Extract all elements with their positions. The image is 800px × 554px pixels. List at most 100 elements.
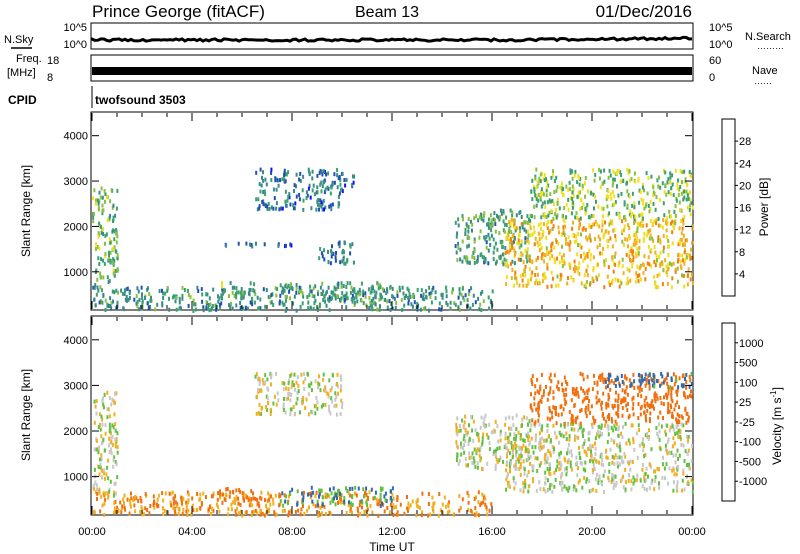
velocity-echo-cell bbox=[250, 513, 253, 518]
power-echo-cell bbox=[667, 239, 670, 244]
power-echo-cell bbox=[567, 187, 570, 192]
velocity-echo-cell bbox=[324, 492, 327, 497]
velocity-echo-cell bbox=[675, 375, 677, 380]
power-echo-cell bbox=[533, 230, 536, 235]
velocity-echo-cell bbox=[354, 485, 357, 490]
noise-trace bbox=[90, 35, 693, 43]
power-echo-cell bbox=[526, 247, 529, 252]
velocity-echo-cell bbox=[265, 504, 268, 508]
power-echo-cell bbox=[307, 167, 310, 172]
power-echo-cell bbox=[577, 269, 579, 274]
time-axis-label: Time UT bbox=[369, 540, 415, 554]
velocity-echo-cell bbox=[667, 384, 670, 389]
velocity-echo-cell bbox=[459, 428, 462, 433]
power-echo-cell bbox=[560, 189, 563, 194]
power-echo-cell bbox=[273, 196, 276, 201]
velocity-echo-cell bbox=[95, 438, 98, 443]
velocity-echo-cell bbox=[232, 489, 234, 494]
power-echo-cell bbox=[557, 225, 560, 230]
power-echo-cell bbox=[507, 233, 510, 238]
power-echo-cell bbox=[286, 198, 289, 203]
velocity-echo-cell bbox=[690, 389, 692, 394]
velocity-echo-cell bbox=[322, 372, 325, 377]
velocity-echo-cell bbox=[464, 431, 467, 435]
power-echo-cell bbox=[667, 262, 670, 267]
power-echo-cell bbox=[522, 283, 525, 288]
power-echo-cell bbox=[598, 224, 601, 229]
power-echo-cell bbox=[289, 242, 292, 247]
velocity-echo-cell bbox=[268, 493, 271, 498]
velocity-echo-cell bbox=[658, 481, 661, 486]
velocity-echo-cell bbox=[632, 475, 635, 480]
velocity-echo-cell bbox=[676, 467, 679, 472]
velocity-echo-cell bbox=[270, 382, 272, 387]
power-echo-cell bbox=[100, 275, 103, 280]
velocity-echo-cell bbox=[476, 447, 479, 452]
power-echo-cell bbox=[525, 254, 528, 259]
velocity-echo-cell bbox=[496, 460, 499, 464]
power-echo-cell bbox=[647, 176, 650, 180]
velocity-echo-cell bbox=[337, 391, 340, 396]
velocity-echo-cell bbox=[563, 393, 566, 397]
power-echo-cell bbox=[521, 225, 524, 230]
power-echo-cell bbox=[614, 251, 617, 256]
power-echo-cell bbox=[336, 294, 339, 299]
power-echo-cell bbox=[537, 198, 540, 203]
power-echo-cell bbox=[310, 206, 313, 211]
velocity-echo-cell bbox=[492, 430, 494, 434]
velocity-echo-cell bbox=[633, 386, 636, 390]
velocity-echo-cell bbox=[199, 497, 202, 502]
velocity-echo-cell bbox=[651, 383, 654, 388]
power-echo-cell bbox=[643, 206, 646, 211]
power-echo-cell bbox=[681, 273, 683, 278]
velocity-echo-cell bbox=[588, 489, 591, 494]
power-echo-cell bbox=[490, 233, 493, 238]
power-echo-cell bbox=[300, 289, 303, 294]
velocity-echo-cell bbox=[516, 457, 519, 462]
velocity-echo-cell bbox=[235, 495, 238, 499]
velocity-echo-cell bbox=[301, 500, 304, 505]
power-echo-cell bbox=[665, 192, 668, 197]
cpid-label: CPID bbox=[8, 93, 37, 107]
velocity-echo-cell bbox=[546, 416, 549, 421]
velocity-echo-cell bbox=[102, 405, 105, 410]
velocity-echo-cell bbox=[468, 423, 470, 428]
velocity-echo-cell bbox=[475, 451, 478, 456]
velocity-echo-cell bbox=[377, 513, 380, 518]
power-echo-cell bbox=[101, 300, 104, 305]
velocity-echo-cell bbox=[561, 382, 563, 387]
velocity-echo-cell bbox=[104, 476, 106, 481]
velocity-echo-cell bbox=[317, 385, 319, 390]
velocity-echo-cell bbox=[259, 379, 261, 384]
velocity-echo-cell bbox=[267, 509, 270, 514]
velocity-echo-cell bbox=[114, 391, 117, 396]
power-echo-cell bbox=[668, 244, 670, 249]
velocity-echo-cell bbox=[128, 511, 131, 516]
velocity-echo-cell bbox=[96, 487, 98, 492]
velocity-echo-cell bbox=[675, 425, 678, 429]
power-echo-cell bbox=[562, 225, 565, 230]
power-echo-cell bbox=[584, 211, 587, 216]
velocity-colorbar-tick-label: -1000 bbox=[739, 476, 767, 488]
velocity-echo-cell bbox=[656, 379, 658, 383]
velocity-echo-cell bbox=[679, 437, 682, 442]
velocity-echo-cell bbox=[555, 467, 558, 472]
velocity-echo-cell bbox=[461, 418, 464, 423]
power-echo-cell bbox=[613, 261, 615, 266]
power-echo-cell bbox=[637, 176, 640, 181]
power-echo-cell bbox=[128, 291, 131, 296]
velocity-echo-cell bbox=[601, 458, 604, 462]
power-echo-cell bbox=[459, 257, 462, 262]
velocity-echo-cell bbox=[363, 494, 365, 499]
velocity-echo-cell bbox=[507, 472, 509, 477]
velocity-echo-cell bbox=[606, 455, 609, 460]
power-echo-cell bbox=[298, 177, 301, 182]
power-echo-cell bbox=[106, 194, 108, 199]
power-echo-cell bbox=[239, 305, 242, 310]
power-echo-cell bbox=[116, 234, 119, 239]
velocity-echo-cell bbox=[598, 375, 600, 380]
power-echo-cell bbox=[539, 195, 542, 200]
velocity-echo-cell bbox=[584, 410, 587, 415]
power-echo-cell bbox=[183, 288, 186, 292]
power-echo-cell bbox=[592, 214, 595, 218]
